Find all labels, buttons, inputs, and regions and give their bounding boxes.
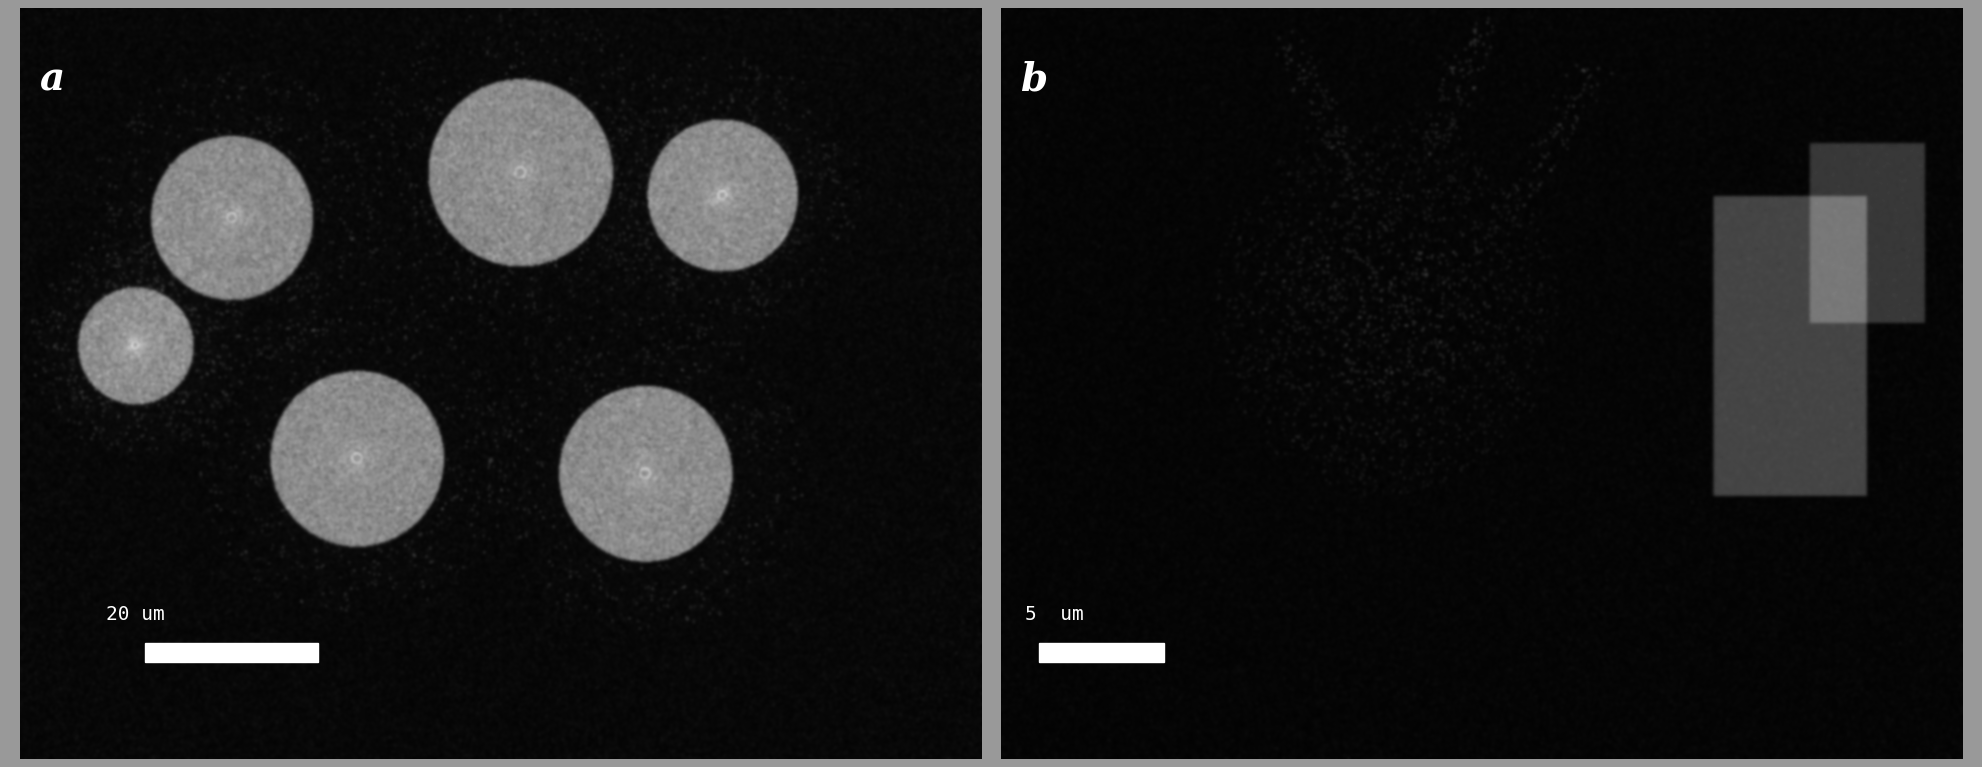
Text: 20 um: 20 um [107, 605, 165, 624]
Text: b: b [1021, 61, 1046, 98]
FancyBboxPatch shape [1039, 643, 1163, 662]
FancyBboxPatch shape [145, 643, 317, 662]
Text: a: a [40, 61, 63, 98]
Text: 5  um: 5 um [1025, 605, 1084, 624]
